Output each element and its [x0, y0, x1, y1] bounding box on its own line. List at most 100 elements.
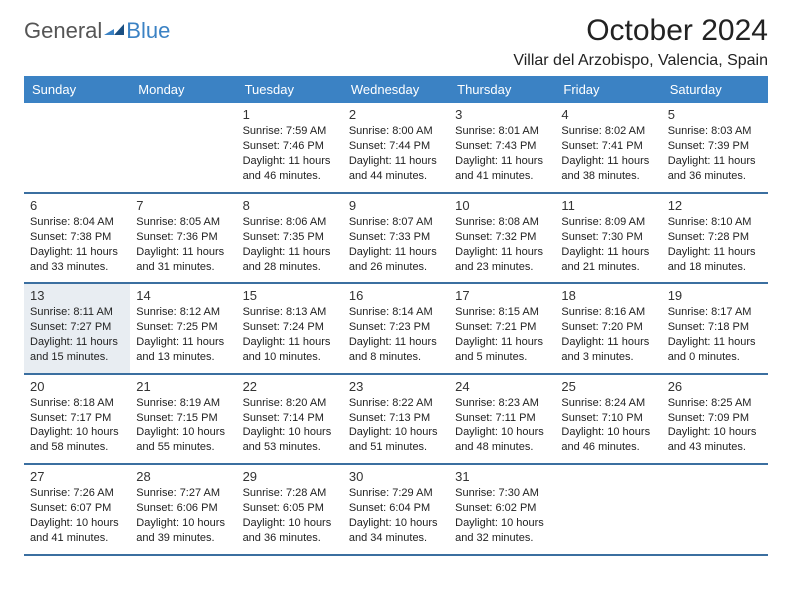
calendar-cell: 17Sunrise: 8:15 AMSunset: 7:21 PMDayligh… [449, 283, 555, 373]
calendar-cell: 25 Sunrise: 8:24 AMSunset: 7:10 PMDayligh… [555, 374, 661, 464]
page-title: October 2024 [513, 14, 768, 48]
calendar-cell: 23 Sunrise: 8:22 AMSunset: 7:13 PMDayligh… [343, 374, 449, 464]
calendar-cell: 4 Sunrise: 8:02 AMSunset: 7:41 PMDaylight… [555, 103, 661, 193]
day-number: 16 [349, 288, 443, 303]
day-number: 27 [30, 469, 124, 484]
day-info: Sunrise: 8:24 AMSunset: 7:10 PMDaylight:… [561, 396, 655, 455]
day-number: 2 [349, 107, 443, 122]
day-number: 26 [668, 379, 762, 394]
day-number: 10 [455, 198, 549, 213]
day-info: Sunrise: 8:18 AMSunset: 7:17 PMDaylight:… [30, 396, 124, 455]
day-info: Sunrise: 8:19 AMSunset: 7:15 PMDaylight:… [136, 396, 230, 455]
day-number: 6 [30, 198, 124, 213]
weekday-header: Sunday [24, 76, 130, 103]
calendar-cell [662, 464, 768, 554]
weekday-header: Friday [555, 76, 661, 103]
day-number: 14 [136, 288, 230, 303]
calendar-table: SundayMondayTuesdayWednesdayThursdayFrid… [24, 76, 768, 556]
calendar-cell: 24 Sunrise: 8:23 AMSunset: 7:11 PMDayligh… [449, 374, 555, 464]
calendar-cell: 5 Sunrise: 8:03 AMSunset: 7:39 PMDaylight… [662, 103, 768, 193]
day-number: 12 [668, 198, 762, 213]
calendar-cell: 28 Sunrise: 7:27 AMSunset: 6:06 PMDayligh… [130, 464, 236, 554]
day-info: Sunrise: 8:14 AMSunset: 7:23 PMDaylight:… [349, 305, 443, 364]
day-number: 17 [455, 288, 549, 303]
day-info: Sunrise: 8:00 AMSunset: 7:44 PMDaylight:… [349, 124, 443, 183]
day-number: 4 [561, 107, 655, 122]
header: General Blue October 2024 Villar del Arz… [24, 14, 768, 70]
day-info: Sunrise: 8:23 AMSunset: 7:11 PMDaylight:… [455, 396, 549, 455]
calendar-cell [555, 464, 661, 554]
day-number: 19 [668, 288, 762, 303]
day-number: 11 [561, 198, 655, 213]
day-number: 28 [136, 469, 230, 484]
day-number: 29 [243, 469, 337, 484]
day-info: Sunrise: 8:02 AMSunset: 7:41 PMDaylight:… [561, 124, 655, 183]
calendar-cell: 26Sunrise: 8:25 AMSunset: 7:09 PMDayligh… [662, 374, 768, 464]
weekday-header: Monday [130, 76, 236, 103]
day-info: Sunrise: 7:26 AMSunset: 6:07 PMDaylight:… [30, 486, 124, 545]
day-number: 15 [243, 288, 337, 303]
day-number: 25 [561, 379, 655, 394]
calendar-row: 6 Sunrise: 8:04 AMSunset: 7:38 PMDaylight… [24, 193, 768, 283]
day-info: Sunrise: 8:11 AMSunset: 7:27 PMDaylight:… [30, 305, 124, 364]
calendar-cell: 8 Sunrise: 8:06 AMSunset: 7:35 PMDaylight… [237, 193, 343, 283]
brand-part1: General [24, 18, 102, 44]
day-info: Sunrise: 8:12 AMSunset: 7:25 PMDaylight:… [136, 305, 230, 364]
calendar-row: 20 Sunrise: 8:18 AMSunset: 7:17 PMDayligh… [24, 374, 768, 464]
calendar-cell [24, 103, 130, 193]
calendar-cell: 12 Sunrise: 8:10 AMSunset: 7:28 PMDayligh… [662, 193, 768, 283]
calendar-cell: 27 Sunrise: 7:26 AMSunset: 6:07 PMDayligh… [24, 464, 130, 554]
calendar-row: 1Sunrise: 7:59 AMSunset: 7:46 PMDaylight… [24, 103, 768, 193]
calendar-cell: 2 Sunrise: 8:00 AMSunset: 7:44 PMDaylight… [343, 103, 449, 193]
day-info: Sunrise: 8:17 AMSunset: 7:18 PMDaylight:… [668, 305, 762, 364]
day-info: Sunrise: 8:06 AMSunset: 7:35 PMDaylight:… [243, 215, 337, 274]
day-info: Sunrise: 7:29 AMSunset: 6:04 PMDaylight:… [349, 486, 443, 545]
day-info: Sunrise: 8:13 AMSunset: 7:24 PMDaylight:… [243, 305, 337, 364]
day-info: Sunrise: 8:03 AMSunset: 7:39 PMDaylight:… [668, 124, 762, 183]
day-number: 1 [243, 107, 337, 122]
day-number: 22 [243, 379, 337, 394]
weekday-header: Thursday [449, 76, 555, 103]
day-info: Sunrise: 8:01 AMSunset: 7:43 PMDaylight:… [455, 124, 549, 183]
weekday-header: Wednesday [343, 76, 449, 103]
calendar-header-row: SundayMondayTuesdayWednesdayThursdayFrid… [24, 76, 768, 103]
day-number: 9 [349, 198, 443, 213]
calendar-cell: 30Sunrise: 7:29 AMSunset: 6:04 PMDayligh… [343, 464, 449, 554]
day-info: Sunrise: 8:22 AMSunset: 7:13 PMDaylight:… [349, 396, 443, 455]
calendar-cell: 7Sunrise: 8:05 AMSunset: 7:36 PMDaylight… [130, 193, 236, 283]
day-info: Sunrise: 8:09 AMSunset: 7:30 PMDaylight:… [561, 215, 655, 274]
day-info: Sunrise: 8:04 AMSunset: 7:38 PMDaylight:… [30, 215, 124, 274]
calendar-body: 1Sunrise: 7:59 AMSunset: 7:46 PMDaylight… [24, 103, 768, 555]
calendar-cell: 13 Sunrise: 8:11 AMSunset: 7:27 PMDayligh… [24, 283, 130, 373]
calendar-cell: 3 Sunrise: 8:01 AMSunset: 7:43 PMDaylight… [449, 103, 555, 193]
calendar-cell: 6 Sunrise: 8:04 AMSunset: 7:38 PMDaylight… [24, 193, 130, 283]
calendar-row: 13 Sunrise: 8:11 AMSunset: 7:27 PMDayligh… [24, 283, 768, 373]
weekday-header: Saturday [662, 76, 768, 103]
day-info: Sunrise: 8:05 AMSunset: 7:36 PMDaylight:… [136, 215, 230, 274]
calendar-cell: 20 Sunrise: 8:18 AMSunset: 7:17 PMDayligh… [24, 374, 130, 464]
day-number: 8 [243, 198, 337, 213]
day-number: 3 [455, 107, 549, 122]
day-info: Sunrise: 8:20 AMSunset: 7:14 PMDaylight:… [243, 396, 337, 455]
day-number: 24 [455, 379, 549, 394]
calendar-cell: 29 Sunrise: 7:28 AMSunset: 6:05 PMDayligh… [237, 464, 343, 554]
day-number: 31 [455, 469, 549, 484]
day-number: 20 [30, 379, 124, 394]
day-info: Sunrise: 8:10 AMSunset: 7:28 PMDaylight:… [668, 215, 762, 274]
calendar-row: 27 Sunrise: 7:26 AMSunset: 6:07 PMDayligh… [24, 464, 768, 554]
day-number: 18 [561, 288, 655, 303]
brand-logo: General Blue [24, 18, 170, 44]
calendar-cell: 19 Sunrise: 8:17 AMSunset: 7:18 PMDayligh… [662, 283, 768, 373]
calendar-cell: 31 Sunrise: 7:30 AMSunset: 6:02 PMDayligh… [449, 464, 555, 554]
day-number: 23 [349, 379, 443, 394]
calendar-cell: 10Sunrise: 8:08 AMSunset: 7:32 PMDayligh… [449, 193, 555, 283]
day-info: Sunrise: 7:30 AMSunset: 6:02 PMDaylight:… [455, 486, 549, 545]
calendar-cell: 21Sunrise: 8:19 AMSunset: 7:15 PMDayligh… [130, 374, 236, 464]
day-number: 5 [668, 107, 762, 122]
day-info: Sunrise: 7:27 AMSunset: 6:06 PMDaylight:… [136, 486, 230, 545]
location-text: Villar del Arzobispo, Valencia, Spain [513, 52, 768, 70]
flag-icon [104, 24, 124, 38]
day-number: 13 [30, 288, 124, 303]
day-info: Sunrise: 7:28 AMSunset: 6:05 PMDaylight:… [243, 486, 337, 545]
calendar-cell: 15 Sunrise: 8:13 AMSunset: 7:24 PMDayligh… [237, 283, 343, 373]
